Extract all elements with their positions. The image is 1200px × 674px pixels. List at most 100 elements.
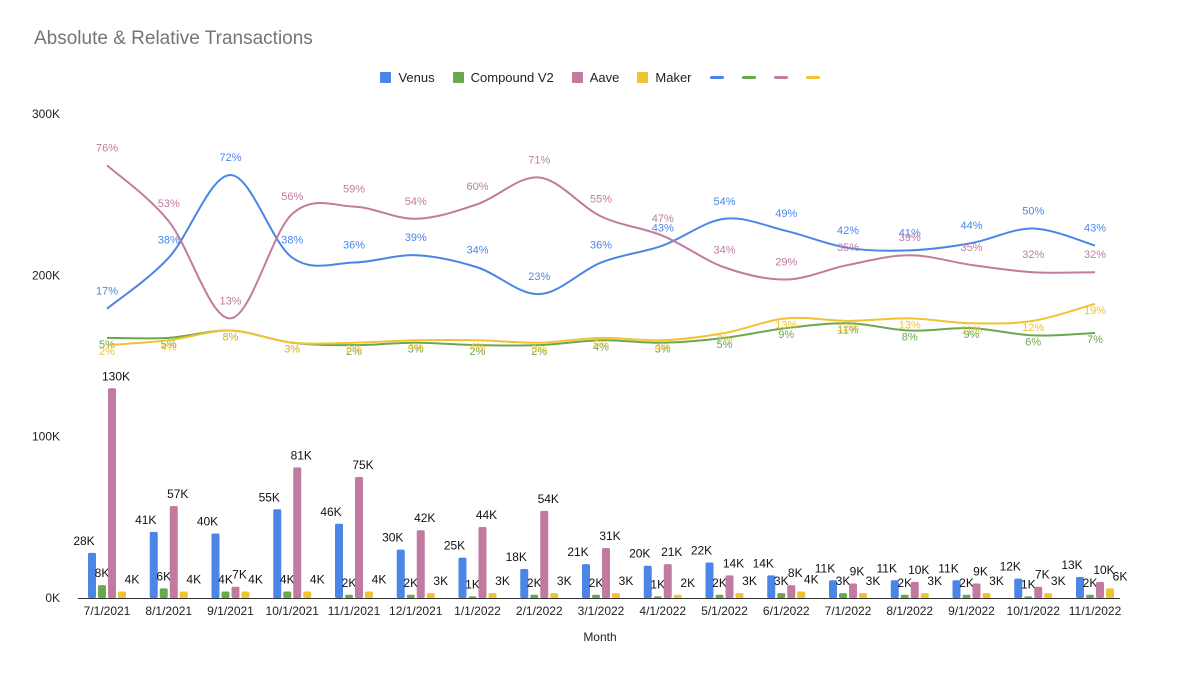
legend-swatch-maker <box>637 72 649 83</box>
share-label-maker: 12% <box>837 322 859 334</box>
bar-maker <box>303 591 312 598</box>
bar-maker <box>673 594 682 598</box>
share-label-aave: 54% <box>405 196 427 208</box>
share-label-venus: 43% <box>1084 223 1106 235</box>
share-label-maker: 4% <box>408 341 424 353</box>
share-label-aave: 56% <box>281 191 303 203</box>
legend-line-aave-share[interactable] <box>773 76 788 79</box>
share-label-venus: 54% <box>713 196 735 208</box>
bar-label-aave: 57K <box>167 487 188 501</box>
x-tick-label: 7/1/2021 <box>84 604 131 618</box>
share-line-venus <box>106 174 1096 310</box>
y-tick-label: 100K <box>32 430 60 444</box>
share-label-venus: 39% <box>405 232 427 244</box>
share-label-aave: 47% <box>652 213 674 225</box>
bar-venus <box>396 549 405 598</box>
bar-venus <box>273 509 282 598</box>
share-label-venus: 34% <box>466 244 488 256</box>
share-label-aave: 32% <box>1022 249 1044 261</box>
share-label-maker: 13% <box>775 319 797 331</box>
x-tick-label: 4/1/2022 <box>639 604 686 618</box>
y-tick-label: 0K <box>45 591 60 605</box>
share-label-maker: 4% <box>470 341 486 353</box>
bar-label-compound-v2: 2K <box>342 576 357 590</box>
bar-label-venus: 30K <box>382 531 403 545</box>
share-label-venus: 43% <box>652 223 674 235</box>
bar-label-compound-v2: 1K <box>1021 577 1036 591</box>
bar-label-compound-v2: 2K <box>1083 576 1098 590</box>
bar-maker <box>426 593 435 598</box>
bar-label-venus: 28K <box>73 534 94 548</box>
legend-line-venus-share[interactable] <box>709 76 724 79</box>
share-label-maker: 11% <box>961 324 982 336</box>
share-label-maker: 2% <box>99 346 115 358</box>
share-label-compound-v2: 5% <box>717 339 733 351</box>
share-label-compound-v2: 7% <box>1087 334 1103 346</box>
share-label-maker: 3% <box>284 344 300 356</box>
bar-maker <box>859 593 867 598</box>
x-tick-label: 11/1/2022 <box>1069 604 1122 618</box>
bar-label-maker: 4K <box>372 573 387 587</box>
share-label-maker: 19% <box>1084 305 1106 317</box>
legend-swatch-venus <box>380 72 392 83</box>
bar-aave <box>725 575 734 598</box>
bar-label-aave: 10K <box>1093 563 1114 577</box>
bar-venus <box>149 531 158 598</box>
share-label-maker: 4% <box>655 341 671 353</box>
share-label-compound-v2: 3% <box>655 344 671 356</box>
bar-label-maker: 4K <box>125 573 140 587</box>
share-label-compound-v2: 8% <box>902 332 918 344</box>
share-label-compound-v2: 9% <box>778 329 794 341</box>
bar-compound-v2 <box>98 585 106 598</box>
legend-line-maker-share[interactable] <box>805 76 820 79</box>
bar-label-compound-v2: 6K <box>156 569 171 583</box>
bar-label-maker: 3K <box>1051 574 1066 588</box>
bar-aave <box>972 583 981 598</box>
share-label-compound-v2: 5% <box>161 339 177 351</box>
legend-swatch-compound-v2 <box>452 72 464 83</box>
bar-venus <box>335 523 343 598</box>
bar-compound-v2 <box>839 593 847 598</box>
bar-label-venus: 25K <box>444 539 465 553</box>
bar-label-aave: 81K <box>291 448 312 462</box>
legend-item-aave[interactable]: Aave <box>571 70 619 85</box>
bar-label-aave: 44K <box>476 508 497 522</box>
bar-compound-v2 <box>530 594 539 598</box>
bar-label-aave: 14K <box>723 556 744 570</box>
bar-compound-v2 <box>1086 594 1094 598</box>
share-label-venus: 36% <box>343 240 365 252</box>
bar-venus <box>829 580 837 598</box>
bar-label-maker: 4K <box>248 573 263 587</box>
share-label-compound-v2: 3% <box>284 344 300 356</box>
share-label-aave: 13% <box>219 295 241 307</box>
share-label-venus: 72% <box>219 152 241 164</box>
legend-item-venus[interactable]: Venus <box>380 70 435 85</box>
bar-maker <box>488 593 497 598</box>
share-label-compound-v2: 2% <box>531 346 547 358</box>
share-label-aave: 32% <box>1084 249 1106 261</box>
bar-venus <box>952 580 961 598</box>
share-label-venus: 42% <box>837 225 859 237</box>
bar-label-aave: 8K <box>788 566 803 580</box>
share-label-aave: 59% <box>343 184 365 196</box>
bar-compound-v2 <box>900 594 909 598</box>
legend-item-maker[interactable]: Maker <box>637 70 692 85</box>
bar-label-venus: 12K <box>1000 560 1021 574</box>
y-tick-label: 200K <box>32 268 60 282</box>
x-tick-label: 9/1/2022 <box>948 604 995 618</box>
bar-maker <box>241 591 250 598</box>
bar-label-maker: 3K <box>433 574 448 588</box>
legend-item-compound-v2[interactable]: Compound V2 <box>452 70 554 85</box>
bar-maker <box>982 593 991 598</box>
share-label-aave: 29% <box>775 257 797 269</box>
bar-label-maker: 4K <box>804 573 819 587</box>
legend-line-compound-v2-share[interactable] <box>741 76 756 79</box>
bar-label-aave: 130K <box>102 369 130 383</box>
share-label-compound-v2: 8% <box>223 332 239 344</box>
bar-label-maker: 3K <box>495 574 510 588</box>
share-label-compound-v2: 3% <box>408 344 424 356</box>
share-label-aave: 76% <box>96 142 118 154</box>
bar-label-compound-v2: 1K <box>650 577 665 591</box>
bar-aave <box>355 477 363 598</box>
bar-venus <box>582 564 590 598</box>
